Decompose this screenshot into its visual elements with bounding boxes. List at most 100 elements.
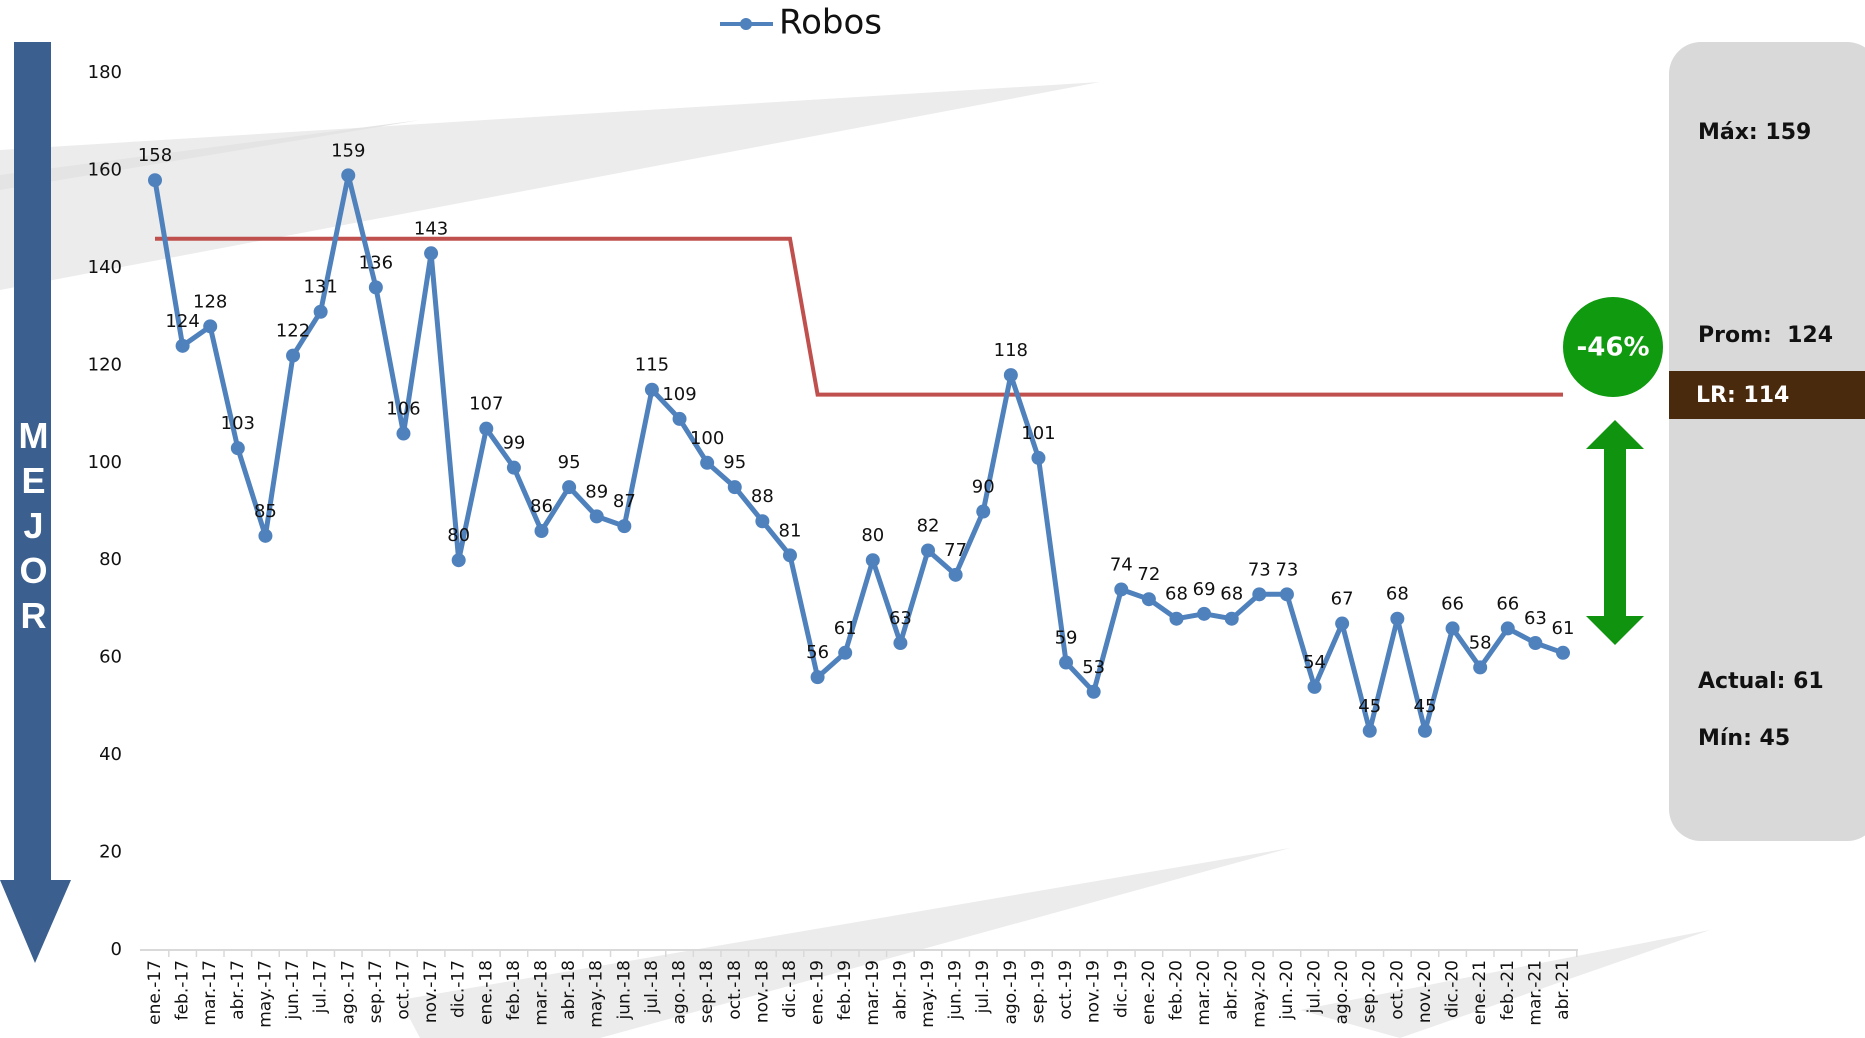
- data-label: 95: [723, 452, 746, 473]
- data-point: [782, 548, 797, 563]
- data-point: [313, 304, 328, 319]
- data-label: 85: [254, 501, 277, 522]
- data-point: [203, 319, 218, 334]
- data-point: [727, 480, 742, 495]
- data-label: 109: [662, 384, 696, 405]
- x-tick-label: sep.-19: [1028, 960, 1048, 1023]
- data-point: [341, 168, 356, 183]
- x-tick-label: sep.-18: [697, 960, 717, 1023]
- data-point: [1307, 679, 1322, 694]
- data-point: [1417, 723, 1432, 738]
- data-point: [258, 528, 273, 543]
- data-label: 68: [1386, 584, 1409, 605]
- data-point: [286, 348, 301, 363]
- data-point: [451, 553, 466, 568]
- data-label: 45: [1414, 696, 1437, 717]
- data-label: 100: [690, 428, 724, 449]
- side-arrow-text: MEJOR: [13, 415, 54, 640]
- x-tick-label: abr.-21: [1553, 960, 1573, 1020]
- x-tick-label: ene.-21: [1470, 960, 1490, 1025]
- data-label: 128: [193, 291, 227, 312]
- change-text: -46%: [1576, 333, 1649, 363]
- change-badge: [1563, 297, 1663, 397]
- data-point: [1500, 621, 1515, 636]
- x-tick-label: ene.-17: [145, 960, 165, 1025]
- x-tick-label: ene.-20: [1139, 960, 1159, 1025]
- x-tick-label: jul.-19: [973, 960, 993, 1014]
- x-tick-label: abr.-18: [559, 960, 579, 1020]
- data-label: 86: [530, 496, 553, 517]
- data-label: 81: [779, 520, 802, 541]
- x-tick-label: oct.-18: [725, 960, 745, 1020]
- data-label: 58: [1469, 632, 1492, 653]
- data-point: [700, 455, 715, 470]
- legend-label: Robos: [779, 3, 882, 43]
- x-tick-label: nov.-19: [1084, 960, 1104, 1023]
- data-point: [755, 514, 770, 529]
- x-tick-label: jul.-20: [1305, 960, 1325, 1014]
- x-tick-label: feb.-17: [173, 960, 193, 1020]
- x-tick-label: sep.-20: [1360, 960, 1380, 1023]
- x-tick-label: feb.-21: [1498, 960, 1518, 1020]
- x-tick-label: ago.-19: [1001, 960, 1021, 1024]
- data-point: [479, 421, 494, 436]
- x-tick-label: feb.-20: [1166, 960, 1186, 1020]
- side-arrow: [0, 42, 71, 963]
- data-point: [1059, 655, 1074, 670]
- data-label: 66: [1441, 593, 1464, 614]
- current-text: Actual: 61: [1698, 669, 1824, 694]
- x-tick-label: ene.-19: [808, 960, 828, 1025]
- data-point: [148, 173, 162, 188]
- data-point: [948, 567, 963, 582]
- data-point: [1252, 587, 1267, 602]
- data-label: 131: [303, 277, 337, 298]
- x-tick-label: dic.-20: [1443, 960, 1463, 1018]
- data-point: [230, 441, 245, 456]
- data-label: 136: [359, 252, 393, 273]
- data-label: 69: [1193, 579, 1216, 600]
- data-label: 66: [1496, 593, 1519, 614]
- data-label: 124: [165, 311, 199, 332]
- x-tick-label: mar.-17: [200, 960, 220, 1026]
- reference-line: [155, 236, 1563, 397]
- data-label: 74: [1110, 554, 1133, 575]
- data-label: 159: [331, 140, 365, 161]
- data-point: [1362, 723, 1377, 738]
- x-tick-label: mar.-19: [863, 960, 883, 1026]
- data-point: [175, 338, 190, 353]
- data-point: [617, 519, 632, 534]
- x-tick-label: nov.-17: [421, 960, 441, 1023]
- stats-panel: [1669, 42, 1865, 841]
- double-arrow: [1586, 420, 1644, 645]
- data-label: 53: [1082, 657, 1105, 678]
- data-point: [368, 280, 383, 295]
- data-label: 80: [861, 525, 884, 546]
- series-line: [152, 172, 1564, 734]
- lr-text: LR: 114: [1696, 383, 1789, 408]
- y-tick-label: 100: [88, 452, 122, 473]
- x-tick-label: nov.-18: [752, 960, 772, 1023]
- data-label: 88: [751, 486, 774, 507]
- x-tick-label: dic.-19: [1111, 960, 1131, 1018]
- data-label: 73: [1248, 559, 1271, 580]
- x-tick-label: ago.-18: [670, 960, 690, 1024]
- x-tick-label: jul.-18: [642, 960, 662, 1014]
- x-tick-label: oct.-20: [1387, 960, 1407, 1020]
- y-tick-label: 160: [88, 159, 122, 180]
- x-tick-label: may.-18: [587, 960, 607, 1028]
- data-point: [506, 460, 521, 475]
- x-tick-label: jun.-17: [283, 960, 303, 1020]
- data-label: 158: [138, 145, 172, 166]
- data-point: [534, 523, 549, 538]
- x-tick-label: may.-17: [255, 960, 275, 1028]
- data-label: 77: [944, 540, 967, 561]
- x-tick-label: ago.-17: [338, 960, 358, 1024]
- data-point: [1528, 636, 1543, 651]
- data-label: 90: [972, 477, 995, 498]
- data-label: 118: [994, 340, 1028, 361]
- data-label: 89: [585, 481, 608, 502]
- x-tick-label: may.-19: [918, 960, 938, 1028]
- data-point: [865, 553, 880, 568]
- data-label: 59: [1055, 628, 1078, 649]
